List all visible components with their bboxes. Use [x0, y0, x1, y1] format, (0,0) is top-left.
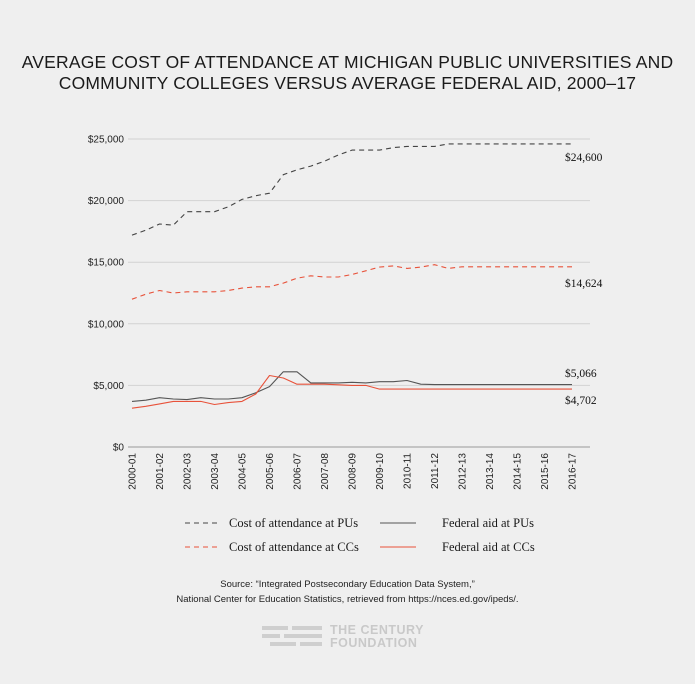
logo-text: THE CENTURY FOUNDATION [330, 624, 424, 650]
series-end-label: $24,600 [565, 151, 603, 164]
y-tick-label: $5,000 [93, 381, 124, 392]
series-line [131, 374, 572, 409]
x-tick-label: 2007-08 [320, 453, 331, 490]
x-tick-label: 2008-09 [348, 453, 359, 490]
x-tick-label: 2016-17 [568, 453, 579, 490]
logo-line-2: FOUNDATION [330, 636, 418, 650]
x-tick-label: 2011-12 [430, 453, 441, 489]
x-tick-label: 2003-04 [210, 453, 221, 490]
legend-label: Cost of attendance at CCs [229, 540, 359, 554]
legend-label: Federal aid at PUs [442, 516, 534, 530]
series-end-label: $5,066 [565, 367, 597, 380]
source-line-1: Source: “Integrated Postsecondary Educat… [220, 579, 475, 590]
series-line [131, 371, 572, 402]
x-tick-label: 2010-11 [403, 453, 414, 489]
y-tick-label: $0 [113, 443, 125, 454]
x-tick-label: 2009-10 [375, 453, 386, 490]
chart-title: AVERAGE COST OF ATTENDANCE AT MICHIGAN P… [0, 52, 695, 94]
series-end-label: $14,624 [565, 277, 603, 290]
y-tick-label: $15,000 [88, 258, 125, 269]
series-line [131, 264, 572, 300]
logo-line-1: THE CENTURY [330, 623, 424, 637]
x-tick-label: 2012-13 [458, 453, 469, 490]
x-tick-label: 2014-15 [513, 453, 524, 490]
x-tick-label: 2006-07 [293, 453, 304, 490]
y-tick-label: $10,000 [88, 319, 125, 330]
source-note: Source: “Integrated Postsecondary Educat… [0, 577, 695, 607]
x-tick-label: 2001-02 [155, 453, 166, 490]
logo-mark-icon [262, 626, 322, 646]
x-tick-label: 2015-16 [540, 453, 551, 490]
x-tick-label: 2013-14 [485, 453, 496, 490]
x-tick-label: 2000-01 [128, 453, 139, 490]
series-line [131, 143, 572, 236]
x-tick-label: 2004-05 [238, 453, 249, 490]
chart-title-line-1: AVERAGE COST OF ATTENDANCE AT MICHIGAN P… [21, 52, 674, 72]
series-end-label: $4,702 [565, 394, 597, 407]
century-foundation-logo: THE CENTURY FOUNDATION [262, 624, 442, 652]
x-tick-label: 2005-06 [265, 453, 276, 490]
legend-label: Federal aid at CCs [442, 540, 535, 554]
legend-label: Cost of attendance at PUs [229, 516, 358, 530]
chart-title-line-2: COMMUNITY COLLEGES VERSUS AVERAGE FEDERA… [58, 73, 637, 93]
y-tick-label: $20,000 [88, 196, 125, 207]
x-tick-label: 2002-03 [183, 453, 194, 490]
y-tick-label: $25,000 [88, 135, 125, 146]
source-line-2: National Center for Education Statistics… [176, 594, 519, 605]
